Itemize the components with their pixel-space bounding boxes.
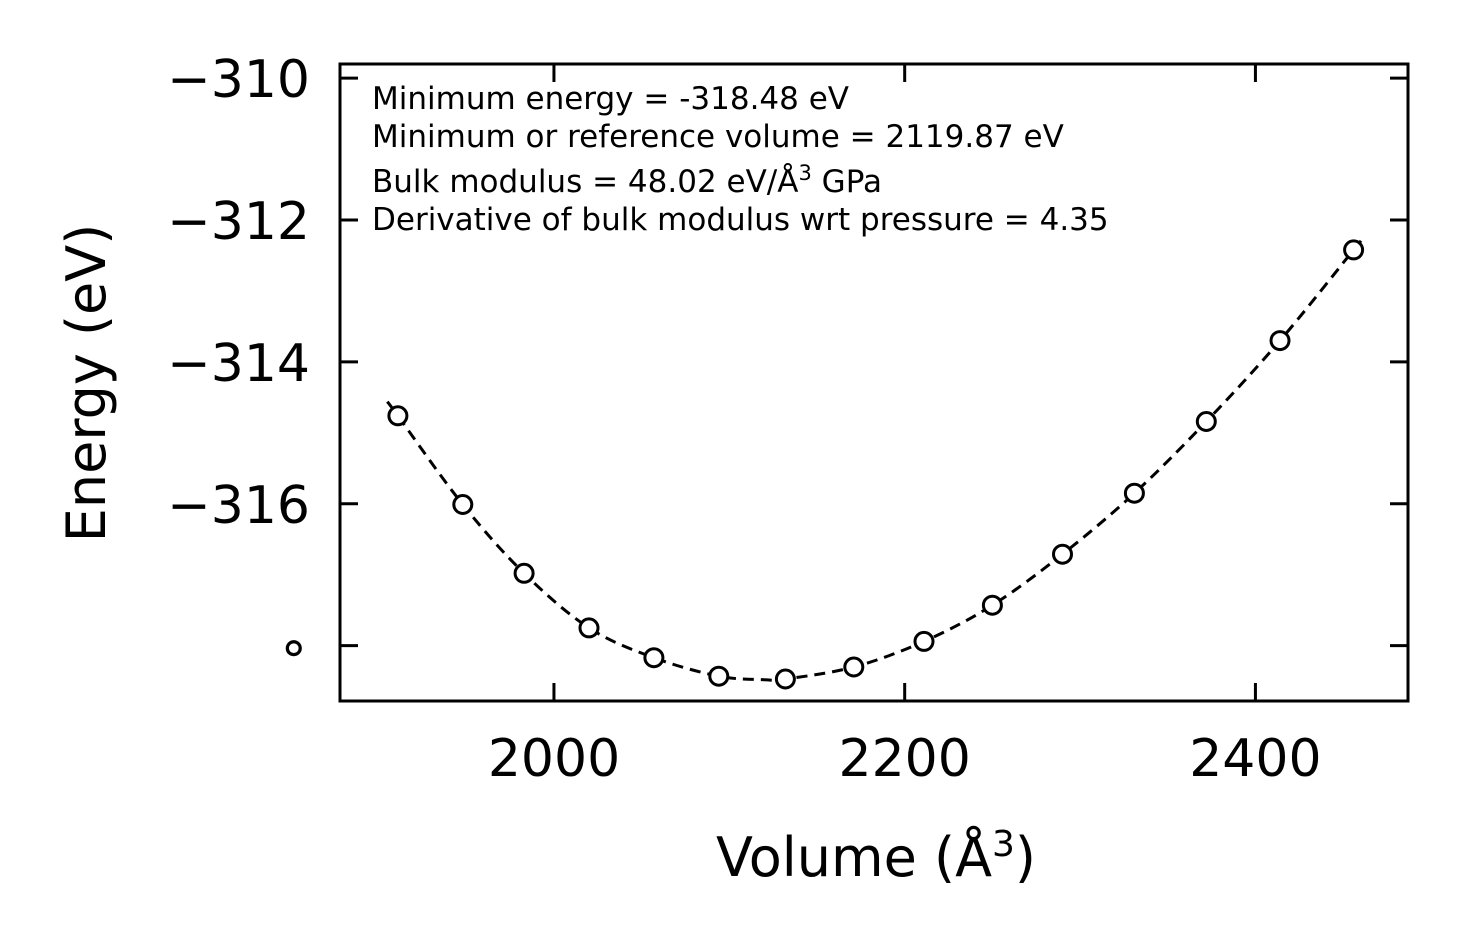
data-point <box>1123 482 1145 504</box>
data-point <box>513 562 535 584</box>
data-point <box>1195 411 1217 432</box>
annotation-reference-volume: Minimum or reference volume = 2119.87 eV <box>372 119 1064 155</box>
plot-frame <box>338 62 1410 703</box>
ticks-layer <box>340 64 1408 701</box>
data-point <box>452 494 474 515</box>
y-tick-label: −310 <box>167 50 310 110</box>
data-point <box>1269 330 1291 352</box>
x-axis-title-main: Volume (Å <box>716 825 992 889</box>
data-point <box>643 647 665 669</box>
x-tick-label: 2000 <box>488 729 620 789</box>
annotation-bulk-modulus-derivative: Derivative of bulk modulus wrt pressure … <box>372 202 1109 238</box>
annotation-bulk-modulus-superscript: 3 <box>798 161 811 185</box>
data-point <box>387 405 409 427</box>
annotation-bulk-modulus: Bulk modulus = 48.02 eV/Å3 GPa <box>372 161 882 200</box>
x-axis-title-suffix: ) <box>1015 826 1036 889</box>
x-tick-label: 2200 <box>839 729 971 789</box>
annotation-min-energy: Minimum energy = -318.48 eV <box>372 81 849 117</box>
data-point <box>708 665 730 687</box>
y-tick-label: −316 <box>167 476 310 536</box>
data-point <box>913 630 935 652</box>
y-tick-label: −314 <box>167 334 310 394</box>
y-axis-title: Energy (eV) <box>55 224 118 543</box>
data-points-layer <box>387 239 1365 690</box>
data-point <box>1343 239 1365 261</box>
data-point <box>1052 543 1073 565</box>
x-axis-title: Volume (Å3) <box>716 824 1036 889</box>
data-point <box>981 594 1003 616</box>
annotation-bulk-modulus-main: Bulk modulus = 48.02 eV/Å <box>372 164 798 200</box>
annotation-bulk-modulus-unit: GPa <box>812 164 882 200</box>
data-point <box>843 656 865 678</box>
fit-curve-line <box>386 236 1366 682</box>
data-point <box>578 617 600 639</box>
fit-curve-layer <box>386 236 1366 682</box>
y-tick-label: −312 <box>167 192 310 252</box>
data-point <box>774 668 796 690</box>
x-tick-label: 2400 <box>1189 729 1321 789</box>
y-tick-label: ∘ <box>277 618 310 678</box>
x-axis-title-superscript: 3 <box>992 824 1015 865</box>
